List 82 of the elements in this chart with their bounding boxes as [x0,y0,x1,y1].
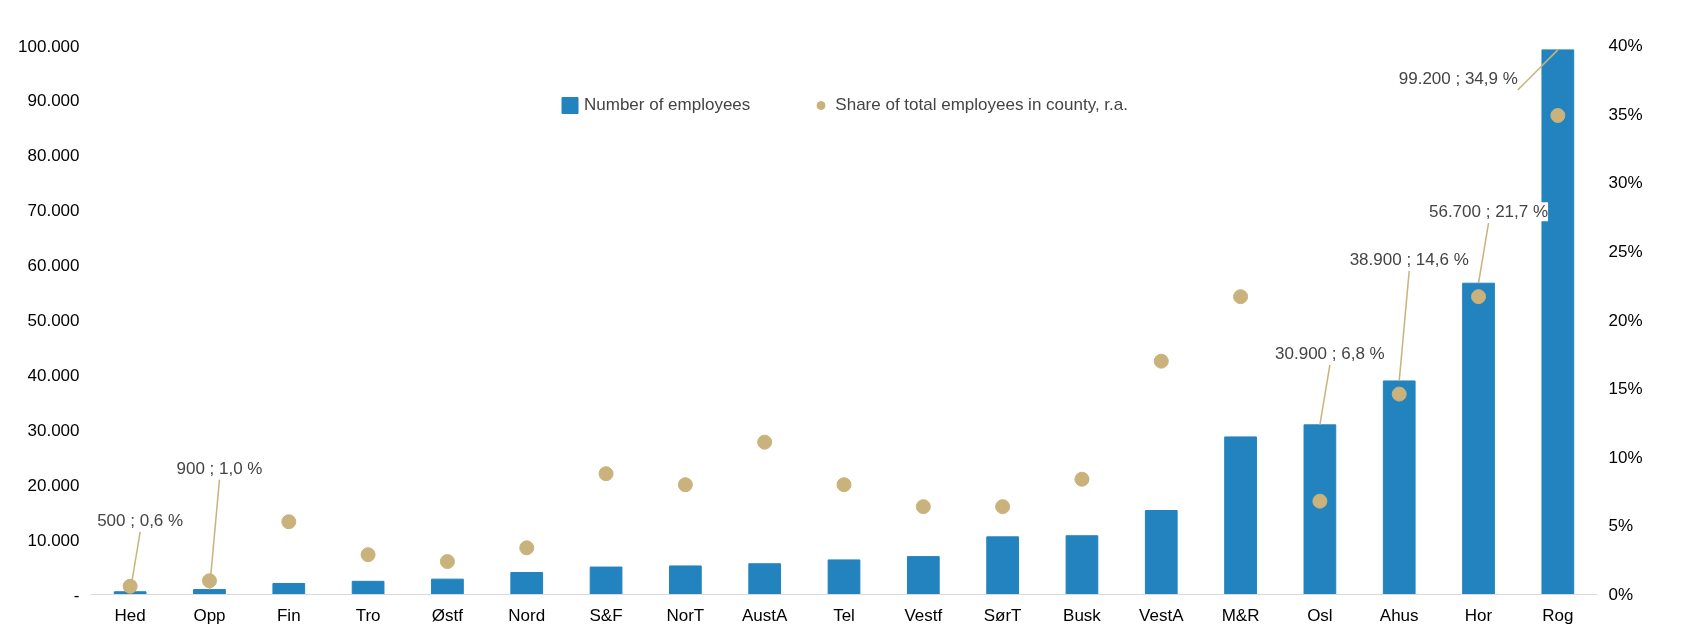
y-tick-label: 40.000 [27,365,80,385]
bar [272,583,306,595]
bar [1382,380,1416,595]
point [677,477,693,493]
bar [906,556,940,595]
point [915,499,931,515]
point [1312,493,1328,509]
point [360,547,376,563]
x-tick-label: Nord [508,605,546,625]
point [122,578,138,594]
x-tick-label: Hor [1464,605,1493,625]
bar [589,566,623,595]
point [519,540,535,556]
annotation: 500 ; 0,6 % [97,510,184,530]
annotation: 30.900 ; 6,8 % [1275,343,1385,363]
x-tick-label: Tro [355,605,381,625]
point [757,434,773,450]
y-tick-label: 90.000 [27,91,80,111]
x-tick-label: M&R [1221,605,1260,625]
x-tick-label: Rog [1542,605,1574,625]
point [1471,289,1487,305]
point [439,554,455,570]
bar [669,565,702,595]
point [1391,386,1407,402]
bar [748,563,782,595]
x-tick-label: Fin [276,605,301,625]
y-tick-label: 80.000 [27,146,80,166]
annotation: 56.700 ; 21,7 % [1428,202,1549,222]
point [1074,471,1090,487]
point [1233,289,1249,305]
annotation: 900 ; 1,0 % [176,458,263,478]
point [598,466,614,482]
y2-tick-label: 30% [1608,173,1643,193]
x-tick-label: Ahus [1379,605,1419,625]
x-tick-label: AustA [742,605,789,625]
y-tick-label: 30.000 [27,420,80,440]
point [281,514,297,530]
bar [1065,535,1099,595]
y2-tick-label: 40% [1608,36,1643,55]
y2-tick-label: 5% [1608,516,1634,536]
bar [351,580,385,595]
y2-tick-label: 25% [1608,241,1643,261]
x-tick-label: Hed [114,605,146,625]
x-tick-label: NorT [666,605,705,625]
y-tick-label: 100.000 [18,36,80,56]
y-tick-label: 50.000 [27,311,80,330]
bar [510,572,544,595]
bar [986,536,1019,595]
bar [193,589,226,595]
legend-label: Number of employees [584,95,751,115]
bar [827,559,861,595]
y2-tick-label: 20% [1608,310,1643,330]
x-tick-label: Osl [1307,605,1333,625]
x-tick-label: SørT [983,605,1022,625]
annotation: 38.900 ; 14,6 % [1349,249,1469,269]
y-tick-label: 60.000 [27,256,80,276]
x-tick-label: Østf [431,605,464,625]
y-tick-label: 70.000 [27,201,80,221]
y2-tick-label: 35% [1608,104,1643,124]
point [836,477,852,493]
x-tick-label: Busk [1063,605,1102,625]
y2-tick-label: 0% [1608,585,1634,604]
x-tick-label: Tel [833,605,855,625]
legend-label: Share of total employees in county, r.a. [835,95,1128,115]
y-tick-label: 10.000 [27,530,80,550]
bar [1303,424,1337,595]
y2-tick-label: 15% [1608,379,1643,399]
point [1550,108,1566,123]
bar [431,578,464,595]
x-tick-label: S&F [589,605,623,625]
x-tick-label: VestA [1139,605,1185,625]
bar [1144,510,1178,595]
x-tick-label: Opp [193,605,226,625]
y-tick-label: - [73,585,80,605]
bar [1462,282,1495,595]
y2-tick-label: 10% [1608,447,1643,467]
point [1153,353,1169,369]
y-tick-label: 20.000 [27,475,80,495]
annotation: 99.200 ; 34,9 % [1398,68,1518,88]
point [995,499,1011,515]
bar [1224,436,1257,595]
x-tick-label: Vestf [904,605,943,625]
